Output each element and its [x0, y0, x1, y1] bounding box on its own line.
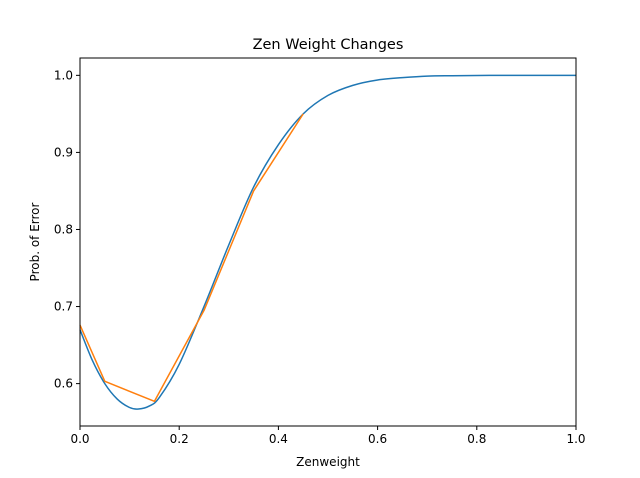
y-tick-label: 0.6 [54, 377, 73, 391]
x-tick-label: 0.2 [170, 432, 189, 446]
ticks-layer: 0.0 0.2 0.4 0.6 0.8 1.0 0.6 0.7 0.8 0.9 1.0 [54, 68, 586, 446]
series-line-2 [79, 113, 304, 403]
chart-title: Zen Weight Changes [253, 37, 404, 53]
y-tick-label: 0.7 [54, 300, 73, 314]
x-axis-label: Zenweight [296, 455, 360, 469]
y-tick-label: 0.8 [54, 222, 73, 236]
series-layer [79, 74, 576, 410]
plot-frame [79, 57, 577, 427]
x-tick-label: 0.6 [368, 432, 387, 446]
y-tick-label: 0.9 [54, 145, 73, 159]
x-tick-label: 1.0 [566, 432, 585, 446]
x-tick-label: 0.8 [467, 432, 486, 446]
series-line-1 [79, 74, 576, 410]
y-axis-label: Prob. of Error [28, 202, 42, 281]
x-tick-label: 0.4 [269, 432, 288, 446]
x-tick-label: 0.0 [70, 432, 89, 446]
y-tick-label: 1.0 [54, 68, 73, 82]
